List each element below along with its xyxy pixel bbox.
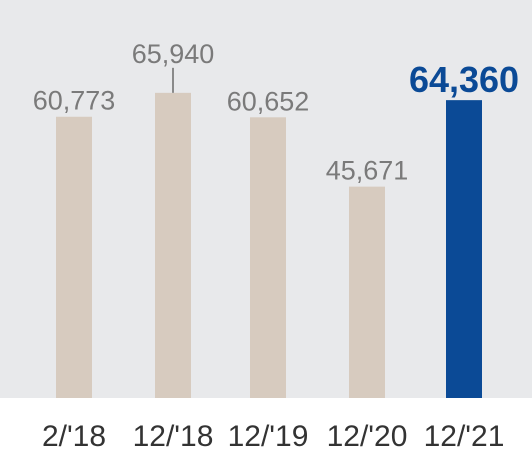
value-label-3: 60,652 [227, 86, 310, 116]
bars-group [56, 92, 482, 399]
x-tick-label-2: 12/'18 [133, 420, 214, 453]
value-label-2: 65,940 [132, 39, 215, 69]
bar-2 [155, 92, 191, 398]
bar-1 [56, 116, 92, 399]
value-labels-group: 60,773 65,940 60,652 45,671 64,360 [33, 39, 519, 186]
bar-3 [250, 117, 286, 398]
x-tick-label-5: 12/'21 [424, 420, 505, 453]
x-tick-label-3: 12/'19 [228, 420, 309, 453]
value-label-4: 45,671 [326, 156, 409, 186]
x-tick-label-4: 12/'20 [327, 420, 408, 453]
value-label-5: 64,360 [409, 59, 519, 100]
bar-4 [349, 186, 385, 398]
bar-5 [446, 100, 482, 399]
x-tick-label-1: 2/'18 [42, 420, 106, 453]
x-tick-labels-group: 2/'18 12/'18 12/'19 12/'20 12/'21 [42, 420, 504, 453]
value-label-1: 60,773 [33, 86, 116, 116]
